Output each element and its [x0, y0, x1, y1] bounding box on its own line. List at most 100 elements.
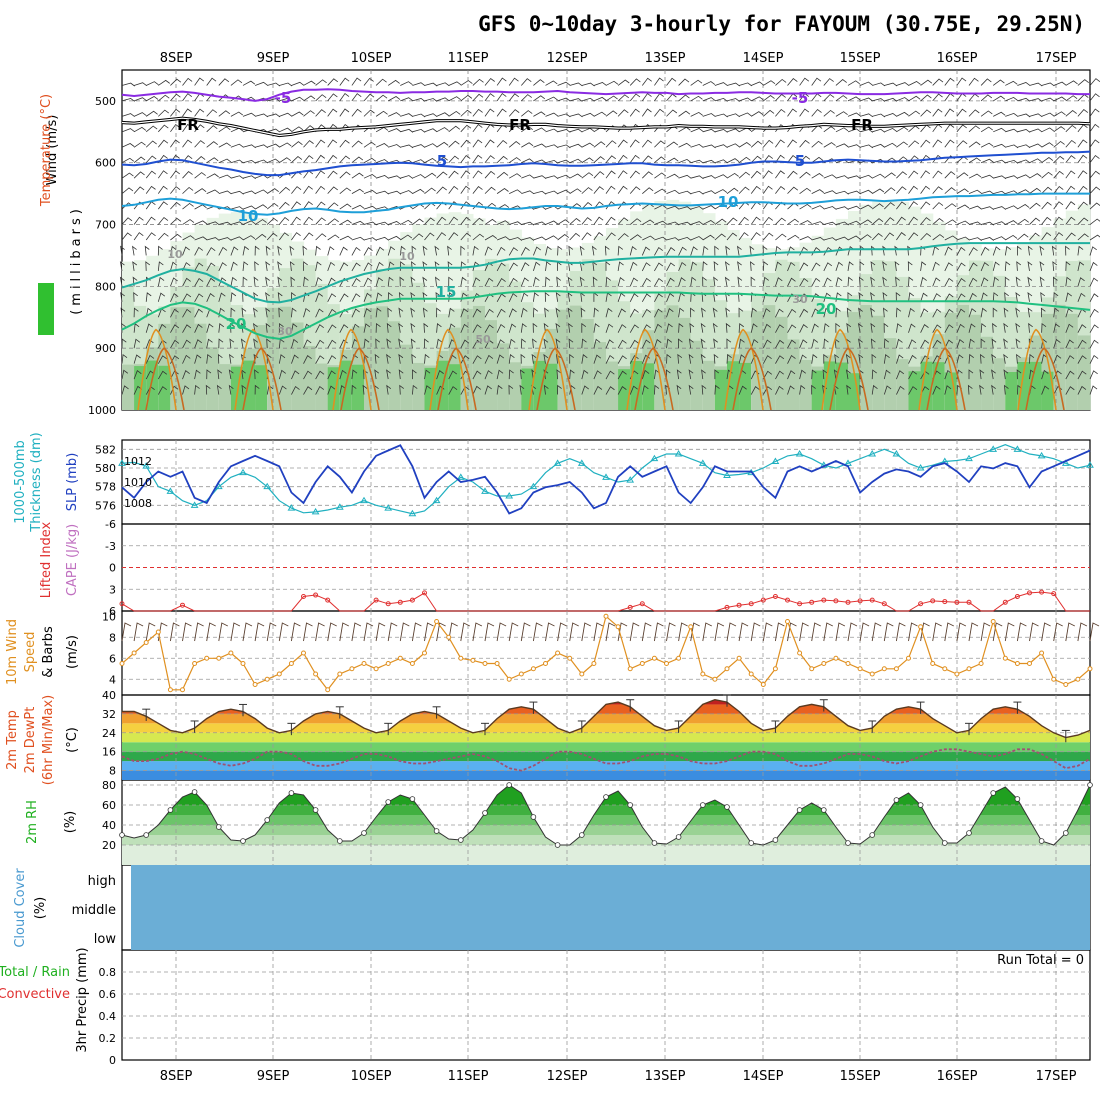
wind-barb	[218, 221, 232, 226]
wind-barb	[388, 221, 401, 225]
wind-barb	[436, 232, 447, 241]
wind-barb	[194, 339, 203, 349]
wind-barb	[388, 175, 402, 180]
wind-barb	[230, 221, 244, 226]
wind-barb	[133, 156, 146, 164]
wind-barb	[1077, 277, 1085, 287]
wind-barb	[979, 384, 984, 395]
wind-barb	[956, 188, 969, 194]
wind-barb	[339, 246, 348, 256]
wind-barb	[375, 143, 389, 148]
wind-barb	[896, 201, 907, 210]
wind-barb	[424, 353, 430, 364]
wind-barb	[327, 355, 337, 364]
wind-barb	[289, 245, 295, 256]
wind-barb	[544, 292, 550, 302]
li-marker	[325, 597, 331, 603]
wind-barb	[327, 93, 338, 102]
wind-barb	[496, 188, 509, 194]
wind-barb	[194, 308, 203, 318]
wind-barb	[436, 186, 447, 194]
wind-barb	[714, 245, 719, 256]
wind-barb	[146, 81, 159, 86]
wind-barb	[896, 186, 907, 194]
wind-barb	[424, 217, 435, 225]
wind-barb	[229, 338, 235, 349]
wind-barb	[339, 77, 350, 86]
wind-barb	[1065, 139, 1076, 148]
wind-barb	[265, 276, 270, 287]
wind-barb	[218, 262, 227, 272]
wind-barb	[496, 339, 505, 349]
wind-barb	[823, 292, 831, 302]
pressure-tick: 800	[95, 280, 116, 293]
wind-barb	[823, 307, 831, 318]
wind-barb	[218, 277, 227, 287]
rh-shade	[581, 318, 595, 410]
wind-barb	[460, 232, 472, 241]
wind-barb	[738, 171, 751, 179]
wind-barb	[557, 234, 569, 241]
wind-speed-marker	[530, 666, 536, 672]
wind-barb	[545, 190, 559, 195]
wind-barb	[170, 293, 179, 302]
wind-barb	[859, 97, 873, 102]
wind-barb	[170, 339, 180, 349]
rh-marker	[119, 832, 125, 838]
wind-barb	[920, 261, 927, 271]
rh-marker	[578, 832, 585, 838]
wind-barb	[1089, 202, 1100, 210]
wind-barb	[641, 277, 651, 287]
temp-band	[122, 723, 1090, 733]
wind-barb	[1077, 185, 1088, 194]
wind-barb	[775, 324, 784, 333]
wind-barb	[724, 261, 730, 271]
wind-barb	[448, 125, 461, 133]
wind-barb	[327, 277, 336, 287]
surface-wind-barb	[133, 622, 144, 642]
thickness-marker	[432, 496, 441, 504]
thickness-tick: 578	[95, 481, 116, 494]
wind-barb	[387, 307, 393, 318]
wind-barb	[339, 277, 349, 287]
wind-barb	[448, 96, 461, 102]
wind-barb	[1077, 233, 1089, 241]
wind-barb	[412, 98, 426, 102]
wind-barb	[521, 174, 534, 179]
wind-barb	[1039, 276, 1045, 287]
wind-barb	[666, 338, 673, 349]
wind-speed-marker	[240, 661, 246, 666]
wind-barb	[859, 144, 874, 149]
surface-wind-barb	[218, 622, 229, 642]
wind-barb	[894, 261, 900, 271]
wind-barb	[424, 385, 432, 395]
li-marker	[833, 598, 839, 604]
wind-barb	[291, 201, 301, 210]
contour-label: 10	[718, 193, 739, 211]
surface-wind-barb	[932, 622, 942, 642]
wind-barb	[1077, 139, 1088, 148]
wind-barb	[448, 276, 454, 287]
wind-speed-marker	[361, 661, 367, 666]
wind-barb	[387, 292, 393, 302]
contour-20	[121, 290, 1091, 340]
wind-barb	[787, 186, 799, 194]
contour-label: 20	[816, 300, 837, 318]
wind-barb	[677, 353, 683, 364]
wind-barb	[182, 235, 195, 241]
wind-barb	[678, 110, 691, 117]
wind-barb	[956, 308, 966, 318]
surface-wind-barb	[702, 622, 713, 642]
wind-barb	[291, 307, 297, 318]
wind-barb	[303, 95, 316, 102]
wind-barb	[629, 108, 640, 117]
wind-barb	[845, 369, 851, 380]
wind-barb	[896, 82, 910, 86]
wind-barb	[581, 385, 589, 395]
wind-barb	[738, 385, 747, 395]
wind-barb	[787, 155, 798, 163]
wind-barb	[1017, 129, 1031, 133]
wind-barb	[1053, 170, 1064, 179]
wind-barb	[388, 190, 402, 195]
wind-barb	[944, 277, 954, 287]
